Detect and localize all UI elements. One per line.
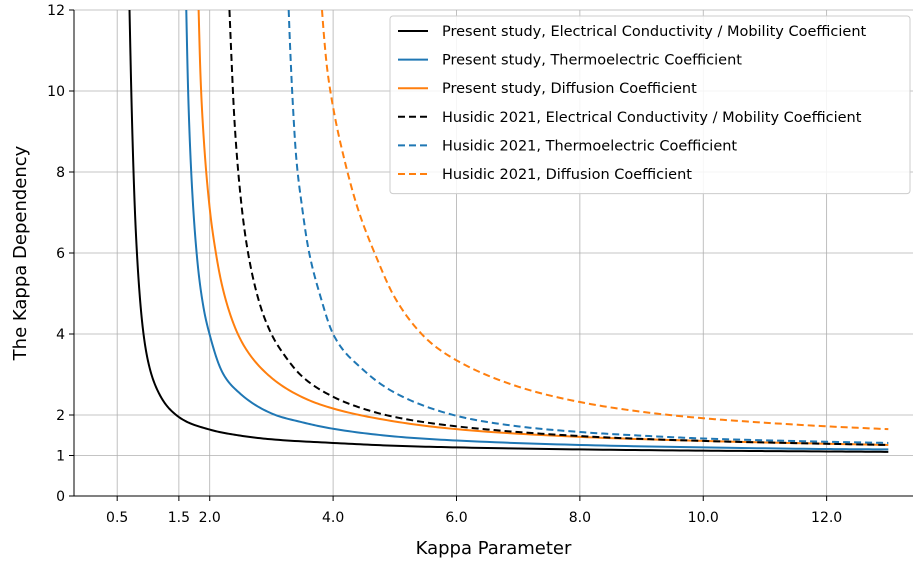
legend-label-4: Husidic 2021, Electrical Conductivity / … <box>442 110 862 126</box>
y-axis-label: The Kappa Dependency <box>10 145 31 361</box>
x-tick-label: 6.0 <box>445 510 467 526</box>
series-line-2 <box>185 10 889 451</box>
legend-label-3: Present study, Diffusion Coefficient <box>442 81 697 97</box>
series-line-5 <box>287 10 889 444</box>
x-tick-label: 1.5 <box>168 510 190 526</box>
y-tick-label: 2 <box>56 408 65 424</box>
legend-box <box>389 15 911 195</box>
series-line-4 <box>228 10 889 446</box>
x-tick-label: 0.5 <box>106 510 128 526</box>
legend-label-2: Present study, Thermoelectric Coefficien… <box>442 53 742 69</box>
series-line-1 <box>128 10 889 453</box>
x-tick-label: 4.0 <box>322 510 344 526</box>
legend: Present study, Electrical Conductivity /… <box>389 15 911 195</box>
legend-label-6: Husidic 2021, Diffusion Coefficient <box>442 167 692 183</box>
y-tick-label: 0 <box>56 489 65 505</box>
y-tick-label: 6 <box>56 246 65 262</box>
x-tick-label: 8.0 <box>569 510 591 526</box>
y-tick-label: 10 <box>47 84 65 100</box>
y-tick-label: 4 <box>56 327 65 343</box>
series-layer <box>128 10 889 453</box>
x-tick-label: 12.0 <box>811 510 842 526</box>
legend-label-1: Present study, Electrical Conductivity /… <box>442 24 867 40</box>
y-tick-label: 8 <box>56 165 65 181</box>
y-tick-label: 12 <box>47 3 65 19</box>
series-line-6 <box>321 10 889 431</box>
legend-label-5: Husidic 2021, Thermoelectric Coefficient <box>442 138 737 154</box>
y-tick-label: 1 <box>56 449 65 465</box>
x-tick-label: 2.0 <box>199 510 221 526</box>
x-tick-label: 10.0 <box>688 510 719 526</box>
x-axis-label: Kappa Parameter <box>416 538 572 559</box>
